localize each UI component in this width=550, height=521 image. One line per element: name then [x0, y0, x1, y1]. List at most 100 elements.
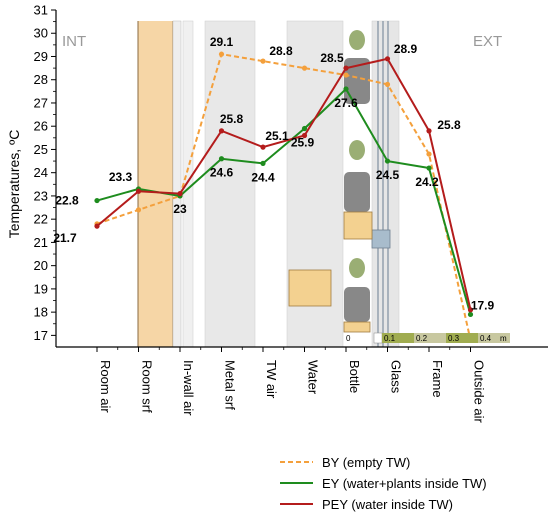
- y-tick-label: 17: [34, 328, 48, 343]
- axes: 17 18 19 20 21 22 23 24 25 26 27 28 29 30 31 Room air Ro…: [34, 3, 548, 424]
- ext-label: EXT: [473, 33, 502, 50]
- series-point: [260, 144, 266, 150]
- data-label: 25.8: [220, 112, 244, 126]
- series-point: [260, 160, 266, 166]
- x-tick-label: Frame: [430, 360, 445, 398]
- legend-label: PEY (water inside TW): [322, 497, 453, 512]
- series-point: [384, 81, 391, 87]
- legend: BY (empty TW) EY (water+plants inside TW)…: [280, 455, 487, 512]
- scale-bar-segment-3: [446, 333, 478, 343]
- x-tick-label: Glass: [389, 360, 404, 394]
- y-tick-label: 23: [34, 188, 48, 203]
- scale-bar-segment-2: [414, 333, 446, 343]
- legend-label: EY (water+plants inside TW): [322, 476, 487, 491]
- series-point: [467, 311, 474, 318]
- scale-label-3: 0.3: [448, 334, 460, 343]
- series-point: [218, 51, 225, 57]
- series-point: [218, 128, 225, 134]
- plant-icon-3: [349, 258, 365, 278]
- bottle-3: [344, 287, 370, 322]
- wall-section-illustration: [137, 20, 400, 348]
- series-point: [343, 65, 349, 71]
- room-surface-layer: [138, 21, 173, 347]
- series-point: [467, 307, 474, 313]
- series-point: [426, 165, 432, 171]
- metal-panel-layer: [204, 20, 256, 348]
- series-point: [135, 207, 142, 213]
- y-tick-label: 18: [34, 305, 48, 320]
- data-label: 23: [173, 202, 187, 216]
- plant-icon-1: [349, 30, 365, 50]
- y-tick-label: 25: [34, 142, 48, 157]
- soil-box-2: [288, 269, 332, 307]
- y-tick-label: 21: [34, 235, 48, 250]
- y-tick-label: 20: [34, 258, 48, 273]
- x-tick-label: Metal srf: [223, 360, 238, 410]
- series-point: [301, 132, 308, 139]
- y-tick-label: 31: [34, 3, 48, 18]
- legend-label: BY (empty TW): [322, 455, 410, 470]
- data-label: 27.6: [334, 96, 358, 110]
- y-tick-label: 26: [34, 119, 48, 134]
- x-tick-label: Outside air: [472, 360, 487, 424]
- y-tick-label: 27: [34, 95, 48, 110]
- scale-label-0: 0: [346, 334, 351, 343]
- series-point: [94, 197, 100, 204]
- y-tick-label: 22: [34, 212, 48, 227]
- series-point: [135, 188, 142, 194]
- x-tick-label: Room srf: [140, 360, 155, 413]
- plant-icon-2: [349, 140, 365, 160]
- data-label: 24.4: [251, 170, 275, 184]
- int-label: INT: [62, 33, 86, 50]
- data-label: 21.7: [53, 231, 77, 245]
- glass-layer: [371, 20, 400, 348]
- bottle-2: [344, 172, 370, 212]
- scale-label-4: 0.4: [480, 334, 492, 343]
- series-point: [177, 191, 183, 197]
- series-lines: [94, 51, 474, 343]
- data-label: 24.6: [210, 166, 234, 180]
- x-tick-label: In-wall air: [181, 360, 196, 416]
- data-label: 24.2: [415, 175, 439, 189]
- series-point: [301, 65, 308, 71]
- hatched-layer: [172, 20, 182, 348]
- y-tick-label: 29: [34, 49, 48, 64]
- series-point: [343, 72, 349, 78]
- series-line-3: [96, 57, 472, 311]
- series-point: [94, 223, 100, 229]
- data-label: 25.8: [437, 118, 461, 132]
- scale-label-1: 0.1: [384, 334, 396, 343]
- data-label: 28.5: [320, 51, 344, 65]
- data-label: 24.5: [376, 168, 400, 182]
- y-tick-label: 28: [34, 72, 48, 87]
- series-line-1: [96, 53, 472, 341]
- scale-bar-segment-1: [382, 333, 414, 343]
- data-label: 29.1: [210, 35, 234, 49]
- soil-box-1: [343, 211, 373, 240]
- series-point: [384, 158, 391, 164]
- series-point: [426, 151, 432, 157]
- data-label: 22.8: [55, 194, 79, 208]
- scale-bar: 0 0.1 0.2 0.3 0.4 m: [346, 332, 510, 344]
- bottle-1: [344, 58, 370, 104]
- data-label: 17.9: [471, 298, 495, 312]
- y-axis-label: Temperatures, ºC: [6, 130, 22, 239]
- glass-clip: [371, 229, 391, 249]
- data-label: 28.9: [394, 42, 418, 56]
- y-tick-label: 30: [34, 26, 48, 41]
- scale-unit: m: [500, 334, 507, 343]
- x-tick-label: Room air: [98, 360, 113, 413]
- y-tick-label: 24: [34, 165, 48, 180]
- x-tick-label: Water: [306, 360, 321, 395]
- series-point: [301, 125, 308, 132]
- data-label: 28.8: [269, 44, 293, 58]
- data-labels: 29.1 28.8 22.8 23.3 23 24.6 24.4 25.9 27.6 24.5 24…: [53, 35, 494, 312]
- data-label: 23.3: [109, 170, 133, 184]
- scale-label-2: 0.2: [416, 334, 428, 343]
- scale-bar-segment-4: [478, 333, 510, 343]
- scale-bar-white: [373, 332, 383, 344]
- series-point: [343, 86, 349, 92]
- series-point: [426, 128, 432, 134]
- series-point: [218, 156, 225, 162]
